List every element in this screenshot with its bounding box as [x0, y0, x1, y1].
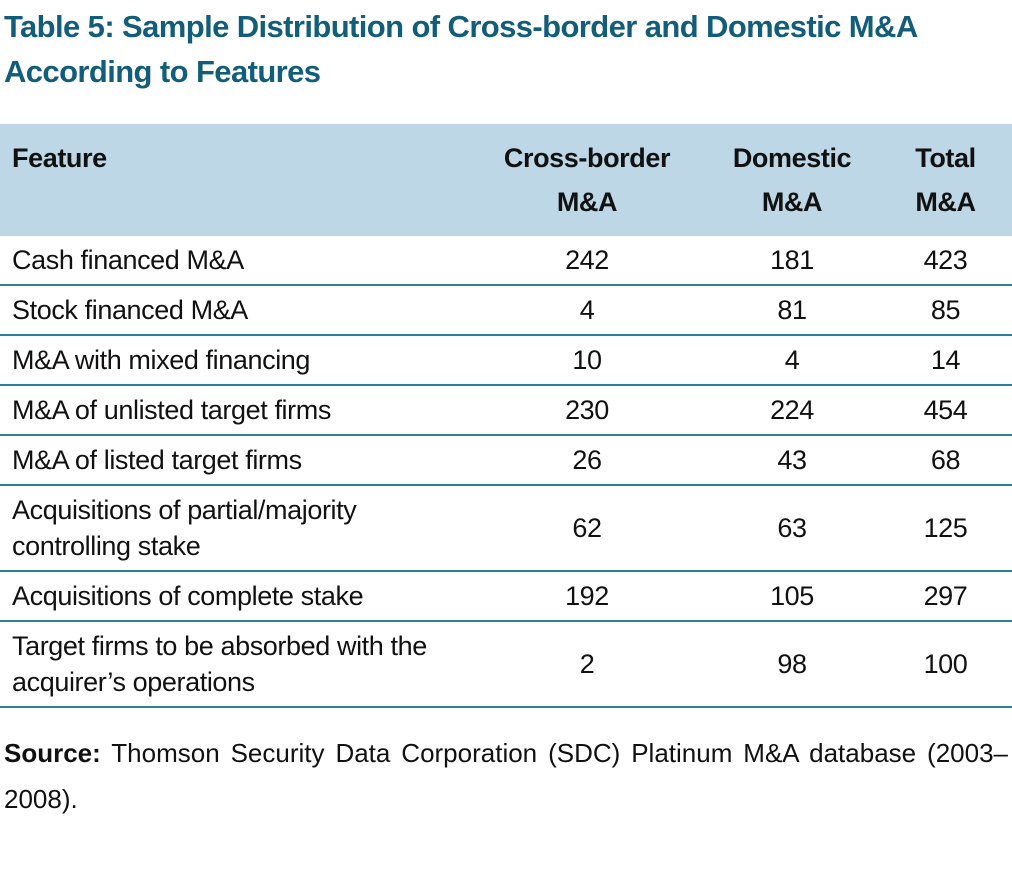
feature-cell: Acquisitions of complete stake	[0, 571, 465, 622]
number-cell: 43	[705, 435, 875, 486]
feature-cell: Target firms to be absorbed with the acq…	[0, 621, 465, 708]
table-row: Stock financed M&A 4 81 85	[0, 285, 1012, 336]
number-cell: 62	[465, 485, 705, 572]
number-cell: 26	[465, 435, 705, 486]
number-cell: 85	[875, 285, 1012, 336]
number-cell: 100	[875, 621, 1012, 708]
table-row: Target firms to be absorbed with the acq…	[0, 621, 1012, 708]
number-cell: 181	[705, 236, 875, 286]
number-cell: 105	[705, 571, 875, 622]
feature-cell: M&A of unlisted target firms	[0, 385, 465, 436]
number-cell: 297	[875, 571, 1012, 622]
number-cell: 4	[705, 335, 875, 386]
table-row: Cash financed M&A 242 181 423	[0, 236, 1012, 286]
number-cell: 125	[875, 485, 1012, 572]
number-cell: 2	[465, 621, 705, 708]
data-table: Feature Cross-border M&A Domestic M&A To…	[0, 124, 1012, 708]
source-text: Thomson Security Data Corporation (SDC) …	[4, 738, 1008, 814]
feature-cell: M&A of listed target firms	[0, 435, 465, 486]
feature-cell: Acquisitions of partial/majority control…	[0, 485, 465, 572]
table-title: Table 5: Sample Distribution of Cross-bo…	[4, 9, 917, 89]
header-cell: Total M&A	[875, 124, 1012, 236]
number-cell: 4	[465, 285, 705, 336]
number-cell: 242	[465, 236, 705, 286]
number-cell: 68	[875, 435, 1012, 486]
table-row: Acquisitions of partial/majority control…	[0, 485, 1012, 572]
header-cell: Cross-border M&A	[465, 124, 705, 236]
table-row: Acquisitions of complete stake 192 105 297	[0, 571, 1012, 622]
number-cell: 98	[705, 621, 875, 708]
header-row: Feature Cross-border M&A Domestic M&A To…	[0, 124, 1012, 236]
source-note: Source: Thomson Security Data Corporatio…	[0, 730, 1012, 822]
number-cell: 63	[705, 485, 875, 572]
number-cell: 10	[465, 335, 705, 386]
number-cell: 423	[875, 236, 1012, 286]
header-cell: Feature	[0, 124, 465, 236]
number-cell: 230	[465, 385, 705, 436]
feature-cell: Cash financed M&A	[0, 236, 465, 286]
number-cell: 454	[875, 385, 1012, 436]
source-label: Source:	[4, 738, 101, 768]
table-row: M&A of unlisted target firms 230 224 454	[0, 385, 1012, 436]
table-row: M&A of listed target firms 26 43 68	[0, 435, 1012, 486]
feature-cell: M&A with mixed financing	[0, 335, 465, 386]
number-cell: 224	[705, 385, 875, 436]
table-body: Cash financed M&A 242 181 423 Stock financed…	[0, 236, 1012, 708]
number-cell: 81	[705, 285, 875, 336]
table-header: Feature Cross-border M&A Domestic M&A To…	[0, 124, 1012, 236]
header-cell: Domestic M&A	[705, 124, 875, 236]
feature-cell: Stock financed M&A	[0, 285, 465, 336]
table-row: M&A with mixed financing 10 4 14	[0, 335, 1012, 386]
number-cell: 14	[875, 335, 1012, 386]
number-cell: 192	[465, 571, 705, 622]
